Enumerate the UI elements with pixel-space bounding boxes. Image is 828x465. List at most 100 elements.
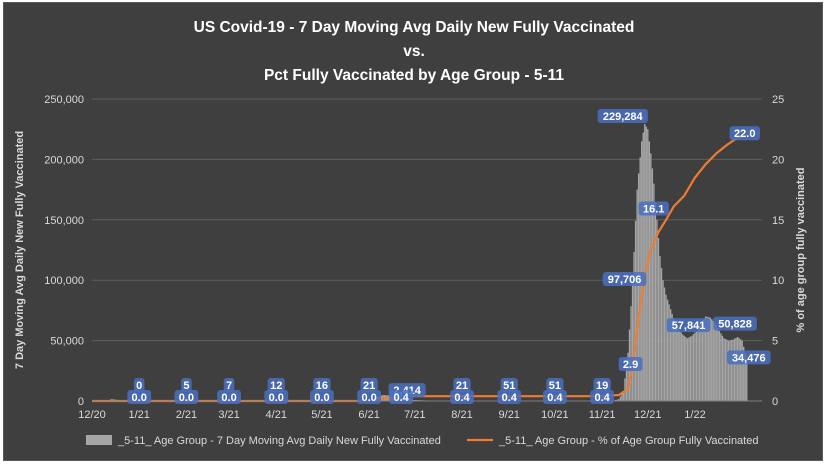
bar [741, 340, 743, 401]
bar [695, 331, 698, 401]
x-tick-label: 12/20 [78, 409, 106, 421]
data-label-bg [497, 390, 522, 404]
x-tick-label: 8/21 [451, 409, 472, 421]
data-label-bg [543, 390, 567, 404]
data-label: 21 [456, 380, 468, 392]
bar [659, 256, 661, 401]
y-tick-label-right: 0 [772, 396, 778, 408]
bar [714, 322, 716, 401]
data-label-bg [450, 390, 474, 404]
bar [618, 399, 620, 401]
bar [733, 338, 736, 401]
x-tick-label: 6/21 [358, 409, 379, 421]
bar [615, 399, 617, 401]
bar [650, 153, 652, 401]
data-label: 0.0 [269, 392, 284, 404]
data-label: 0.4 [594, 392, 610, 404]
data-label: 0.0 [132, 392, 147, 404]
bar [701, 320, 704, 401]
data-label: 5 [183, 380, 189, 392]
data-label: 0.0 [179, 392, 194, 404]
bar [668, 304, 670, 401]
x-tick-label: 3/21 [218, 409, 239, 421]
bar [689, 336, 692, 401]
y-tick-label-left: 250,000 [44, 94, 84, 106]
data-label-bg [726, 350, 771, 365]
data-label: 57,841 [672, 320, 706, 332]
data-label-bg [590, 390, 615, 404]
bar [688, 337, 690, 401]
data-label: 51 [549, 380, 561, 392]
data-label-bg [310, 390, 334, 404]
y-tick-label-right: 5 [772, 336, 778, 348]
data-label-bg [666, 318, 711, 333]
y-tick-label-right: 10 [772, 275, 784, 287]
data-label: 34,476 [732, 352, 766, 364]
bar [627, 352, 629, 401]
bar [704, 316, 707, 401]
data-label-bg [174, 390, 199, 404]
bar [662, 280, 664, 401]
data-label: 229,284 [603, 111, 644, 123]
data-label: 0 [136, 380, 142, 392]
bar [669, 309, 672, 401]
y-tick-label-left: 150,000 [44, 215, 84, 227]
x-tick-label: 10/21 [541, 409, 569, 421]
data-label: 21 [363, 380, 375, 392]
bar [685, 336, 687, 401]
bar [700, 322, 702, 401]
bar [706, 316, 708, 401]
bar [672, 318, 675, 401]
bar [732, 339, 734, 401]
y-tick-label-left: 0 [78, 396, 84, 408]
data-label-bg [127, 390, 152, 404]
bar [744, 353, 746, 401]
bar [671, 314, 673, 401]
bar [641, 141, 643, 401]
y-tick-label-left: 50,000 [50, 336, 84, 348]
bar [739, 339, 742, 401]
x-tick-label: 12/21 [634, 409, 662, 421]
x-tick-label: 7/21 [404, 409, 425, 421]
bar [709, 317, 711, 401]
y-tick-label-left: 200,000 [44, 154, 84, 166]
bar [665, 294, 667, 401]
bar [708, 317, 710, 401]
bar [648, 141, 651, 401]
data-label: 51 [503, 380, 515, 392]
bar [676, 325, 678, 401]
bar [619, 396, 622, 401]
data-label-bg [453, 378, 471, 392]
data-label-bg [638, 201, 669, 216]
data-label-bg [729, 126, 760, 141]
x-tick-label: 1/21 [128, 409, 149, 421]
data-label: 7 [226, 380, 232, 392]
legend-swatch-bars [86, 435, 112, 445]
bar [634, 220, 637, 401]
x-tick-label: 11/21 [589, 409, 616, 421]
bar [656, 219, 658, 401]
data-label-bg [500, 378, 518, 392]
bar [720, 333, 722, 401]
bar [680, 332, 682, 401]
data-label-bg [181, 378, 192, 392]
bar [718, 330, 721, 401]
bar [663, 287, 666, 401]
data-label-bg [597, 109, 648, 124]
x-tick-label: 9/21 [499, 409, 520, 421]
bar [712, 320, 714, 401]
bar [683, 335, 686, 401]
bar [631, 282, 634, 401]
data-label-bg [602, 271, 647, 286]
data-label-bg [357, 390, 382, 404]
bar [621, 393, 623, 401]
legend-label-line: _5-11_ Age Group - % of Age Group Fully … [498, 435, 758, 447]
bar [691, 335, 693, 401]
bar [654, 201, 657, 401]
bar [715, 325, 718, 401]
bar [735, 337, 737, 401]
bar [414, 399, 416, 401]
x-tick-label: 4/21 [266, 409, 287, 421]
data-label: 97,706 [608, 274, 642, 286]
pct-vaccinated-line [92, 134, 748, 403]
